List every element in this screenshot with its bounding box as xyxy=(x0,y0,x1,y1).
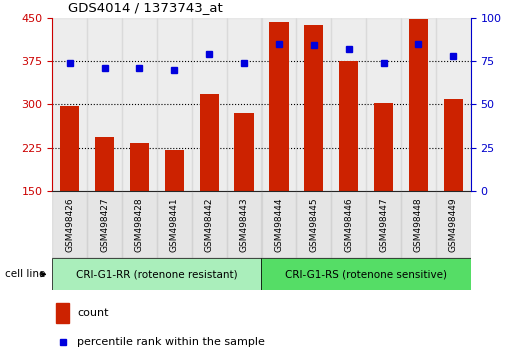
Bar xyxy=(226,18,262,191)
Text: GSM498446: GSM498446 xyxy=(344,198,353,252)
Text: cell line: cell line xyxy=(5,269,46,279)
Bar xyxy=(331,191,366,258)
Text: GSM498441: GSM498441 xyxy=(170,198,179,252)
Text: GSM498428: GSM498428 xyxy=(135,198,144,252)
Bar xyxy=(130,143,149,191)
Text: CRI-G1-RS (rotenone sensitive): CRI-G1-RS (rotenone sensitive) xyxy=(285,269,447,279)
Bar xyxy=(366,18,401,191)
Bar xyxy=(234,113,254,191)
Bar xyxy=(200,94,219,191)
Text: GSM498449: GSM498449 xyxy=(449,198,458,252)
Text: GSM498447: GSM498447 xyxy=(379,198,388,252)
Bar xyxy=(52,18,87,191)
Bar xyxy=(95,137,114,191)
Bar xyxy=(122,191,157,258)
Text: GSM498443: GSM498443 xyxy=(240,198,248,252)
Text: percentile rank within the sample: percentile rank within the sample xyxy=(77,337,265,347)
Text: GSM498426: GSM498426 xyxy=(65,198,74,252)
Bar xyxy=(374,103,393,191)
Text: count: count xyxy=(77,308,109,318)
Bar xyxy=(409,19,428,191)
Text: GSM498445: GSM498445 xyxy=(309,198,319,252)
Text: GSM498427: GSM498427 xyxy=(100,198,109,252)
Bar xyxy=(262,258,471,290)
Text: GSM498442: GSM498442 xyxy=(204,198,214,252)
Text: GDS4014 / 1373743_at: GDS4014 / 1373743_at xyxy=(68,1,223,14)
Bar xyxy=(401,18,436,191)
Bar xyxy=(60,105,79,191)
Text: GSM498444: GSM498444 xyxy=(275,198,283,252)
Bar xyxy=(52,258,262,290)
Bar xyxy=(262,18,297,191)
Bar xyxy=(339,61,358,191)
Text: GSM498448: GSM498448 xyxy=(414,198,423,252)
Bar xyxy=(52,191,87,258)
Bar xyxy=(165,149,184,191)
Bar xyxy=(331,18,366,191)
Bar xyxy=(157,18,192,191)
Bar xyxy=(304,25,323,191)
Bar xyxy=(192,191,226,258)
Bar xyxy=(87,18,122,191)
Bar xyxy=(436,191,471,258)
Bar xyxy=(226,191,262,258)
Text: CRI-G1-RR (rotenone resistant): CRI-G1-RR (rotenone resistant) xyxy=(76,269,238,279)
Bar xyxy=(192,18,226,191)
Bar xyxy=(269,22,289,191)
Bar xyxy=(401,191,436,258)
Bar xyxy=(297,18,331,191)
Bar xyxy=(262,191,297,258)
Bar xyxy=(56,303,69,323)
Bar xyxy=(366,191,401,258)
Bar xyxy=(87,191,122,258)
Bar xyxy=(122,18,157,191)
Bar xyxy=(444,99,463,191)
Bar xyxy=(436,18,471,191)
Bar xyxy=(297,191,331,258)
Bar xyxy=(157,191,192,258)
